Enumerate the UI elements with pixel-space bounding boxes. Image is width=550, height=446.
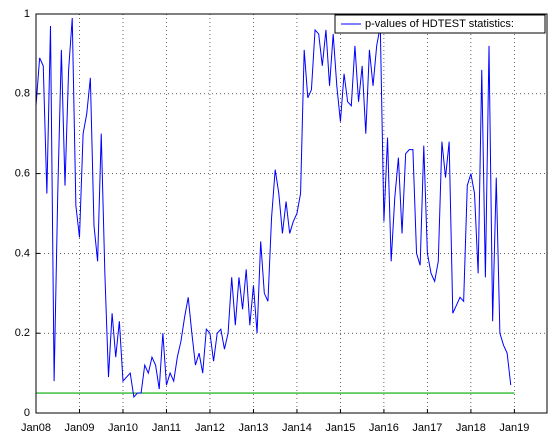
y-tick-label: 0.2 [15,327,30,339]
x-tick-label: Jan15 [325,422,355,434]
plot-area [36,14,547,413]
x-tick-label: Jan19 [499,422,529,434]
y-tick-label: 1 [24,8,30,20]
x-tick-label: Jan17 [412,422,442,434]
x-tick-label: Jan10 [108,422,138,434]
plot-frame [35,13,548,414]
x-tick-label: Jan13 [238,422,268,434]
x-tick-label: Jan11 [152,422,181,434]
x-tick-label: Jan08 [21,422,51,434]
y-tick-label: 0.8 [15,88,30,100]
x-tick-label: Jan14 [282,422,312,434]
x-tick-label: Jan18 [456,422,486,434]
y-tick-label: 0 [24,407,30,419]
x-tick-label: Jan12 [195,422,225,434]
legend-box [334,14,546,34]
data-line [35,17,512,399]
y-tick-label: 0.6 [15,168,30,180]
x-tick-label: Jan16 [369,422,399,434]
y-tick-label: 0.4 [15,247,30,259]
x-tick-label: Jan09 [64,422,94,434]
legend-label: p-values of HDTEST statistics: [365,18,514,30]
